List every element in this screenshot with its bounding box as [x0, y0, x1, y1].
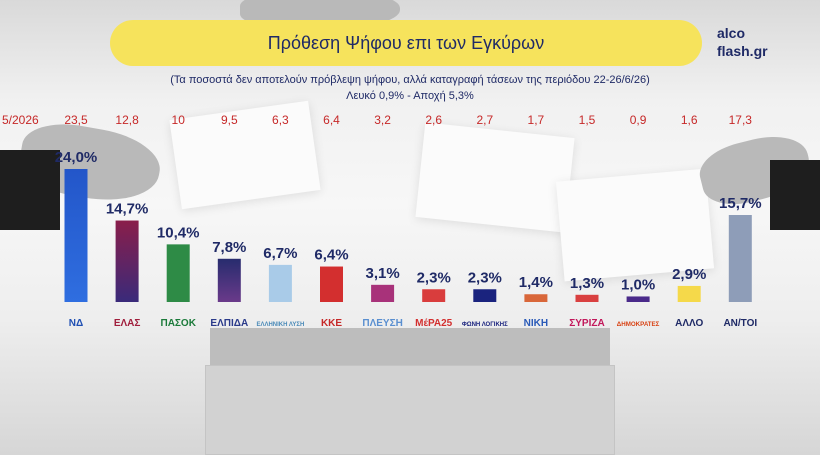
party-logo-label: ΣΥΡΙΖΑ — [569, 318, 604, 329]
brand-line-1: alco — [717, 25, 746, 41]
bar — [524, 294, 548, 302]
party-logo-label: ΠΛΕΥΣΗ — [362, 318, 402, 329]
previous-value-label: 10 — [172, 113, 186, 127]
bar-value-label: 3,1% — [365, 265, 399, 282]
party-logo-label: ΝΔ — [69, 318, 83, 329]
party-logo-label: ΠΑΣΟΚ — [160, 318, 196, 329]
bar-value-label: 6,4% — [314, 247, 348, 264]
party-logo-label: ΜέΡΑ25 — [415, 318, 453, 329]
bar — [371, 284, 395, 302]
previous-value-label: 3,2 — [374, 113, 391, 127]
ballot-box-lid — [210, 328, 610, 368]
bar — [320, 266, 343, 302]
bar — [473, 289, 497, 302]
party-logo-label: ΦΩΝΗ ΛΟΓΙΚΗΣ — [462, 322, 508, 328]
brand-logo: alco flash.gr — [717, 24, 768, 60]
previous-value-label: 17,3 — [729, 113, 753, 127]
bar — [677, 285, 701, 302]
brand-line-2: flash.gr — [717, 43, 768, 59]
subtitle-blank-abstain: Λευκό 0,9% - Αποχή 5,3% — [346, 90, 474, 102]
party-logo-label: ΚΚΕ — [321, 318, 342, 329]
bar — [64, 169, 88, 302]
bar-value-label: 1,4% — [519, 274, 553, 291]
previous-period-label: 5/2026 — [2, 113, 39, 127]
party-logo-label: ΝΙΚΗ — [524, 318, 548, 329]
bar-value-label: 2,3% — [417, 269, 451, 286]
bar — [217, 258, 241, 302]
bar — [166, 244, 190, 302]
bar — [115, 220, 139, 302]
bar-value-label: 24,0% — [55, 149, 98, 166]
previous-value-label: 1,6 — [681, 113, 698, 127]
previous-value-label: 0,9 — [630, 113, 647, 127]
bar-value-label: 15,7% — [719, 195, 762, 212]
party-logo-label: ΑΝ/ΤΟΙ — [723, 318, 757, 329]
previous-value-label: 2,6 — [425, 113, 442, 127]
previous-value-label: 9,5 — [221, 113, 238, 127]
bar-value-label: 2,3% — [468, 269, 502, 286]
bar-value-label: 7,8% — [212, 239, 246, 256]
previous-value-label: 1,5 — [579, 113, 596, 127]
bar-value-label: 10,4% — [157, 224, 200, 241]
sleeve-right-image — [770, 160, 820, 230]
previous-value-label: 23,5 — [64, 113, 88, 127]
bar — [422, 289, 446, 302]
bar — [268, 264, 292, 302]
ballot-box — [205, 365, 615, 455]
party-logo-label: ΔΗΜΟΚΡΑΤΕΣ — [617, 321, 660, 328]
party-logo-label: ΕΛΠΙΔΑ — [210, 318, 248, 329]
chart-title: Πρόθεση Ψήφου επι των Εγκύρων — [267, 32, 545, 53]
party-logo-label: ΕΛΑΣ — [114, 318, 141, 329]
previous-value-label: 12,8 — [115, 113, 139, 127]
bar-value-label: 14,7% — [106, 201, 149, 218]
previous-value-label: 2,7 — [476, 113, 493, 127]
bar-value-label: 2,9% — [672, 266, 706, 283]
bar — [575, 294, 599, 302]
previous-value-label: 6,3 — [272, 113, 289, 127]
previous-value-label: 6,4 — [323, 113, 340, 127]
bar-value-label: 6,7% — [263, 245, 297, 262]
bar-value-label: 1,0% — [621, 276, 655, 293]
bar-value-label: 1,3% — [570, 275, 604, 292]
bar — [728, 214, 752, 302]
subtitle-note: (Τα ποσοστά δεν αποτελούν πρόβλεψη ψήφου… — [170, 74, 650, 86]
party-logo-label: ΕΛΛΗΝΙΚΗ ΛΥΣΗ — [256, 322, 304, 328]
bar — [626, 296, 650, 302]
sleeve-left-image — [0, 150, 60, 230]
subtitle: (Τα ποσοστά δεν αποτελούν πρόβλεψη ψήφου… — [120, 72, 700, 104]
previous-value-label: 1,7 — [528, 113, 545, 127]
title-banner: Πρόθεση Ψήφου επι των Εγκύρων — [110, 20, 702, 66]
party-logo-label: ΑΛΛΟ — [675, 318, 703, 329]
